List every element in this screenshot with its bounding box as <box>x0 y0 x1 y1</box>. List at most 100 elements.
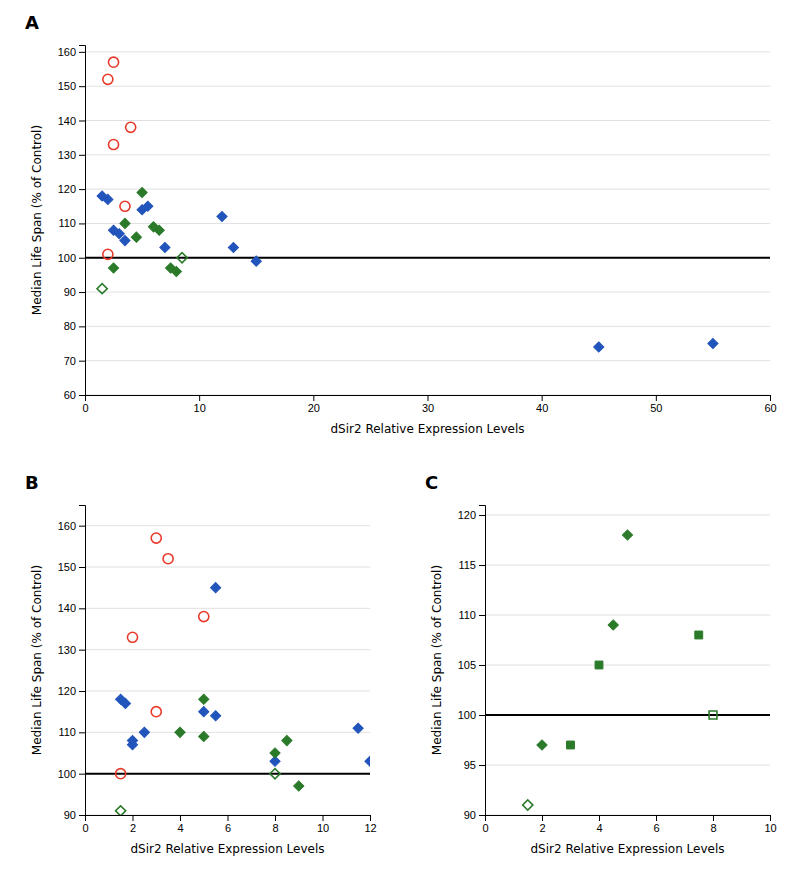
tick: 10 <box>764 815 776 834</box>
tick-label: 105 <box>458 659 476 671</box>
series <box>97 253 187 294</box>
x-axis-title: dSir2 Relative Expression Levels <box>530 842 724 856</box>
tick-label: 60 <box>64 389 76 401</box>
tick-mark <box>79 120 85 121</box>
tick-label: 0 <box>82 822 88 834</box>
tick: 0 <box>482 815 488 834</box>
y-axis-title: Median Life Span (% of Control) <box>30 125 44 315</box>
point <box>108 57 118 67</box>
tick-mark <box>133 815 134 821</box>
tick: 8 <box>710 815 716 834</box>
tick-label: 110 <box>58 217 76 229</box>
grid-line <box>485 715 770 716</box>
tick-mark <box>79 608 85 609</box>
axis-line <box>79 506 86 816</box>
tick-label: 120 <box>58 183 76 195</box>
tick: 60 <box>64 389 85 401</box>
tick-mark <box>479 765 485 766</box>
tick-mark <box>79 326 85 327</box>
plot-area <box>85 533 370 815</box>
tick-mark <box>79 650 85 651</box>
tick-label: 150 <box>58 561 76 573</box>
tick-mark <box>79 223 85 224</box>
tick: 105 <box>458 659 485 671</box>
tick-label: 0 <box>482 822 488 834</box>
point <box>137 187 147 197</box>
panel: 02468109095100105110115120dSir2 Relative… <box>425 472 777 856</box>
tick: 4 <box>177 815 183 834</box>
y-axis: 9095100105110115120 <box>458 506 486 822</box>
tick: 95 <box>464 759 485 771</box>
tick-label: 130 <box>58 149 76 161</box>
tick-mark <box>199 395 200 401</box>
grid-line <box>85 326 770 327</box>
point <box>163 554 173 564</box>
point <box>103 74 113 84</box>
point <box>120 698 130 708</box>
tick-label: 120 <box>458 509 476 521</box>
tick: 20 <box>308 395 320 414</box>
tick: 115 <box>458 559 485 571</box>
point <box>270 748 280 758</box>
point <box>131 232 141 242</box>
tick: 120 <box>458 509 485 521</box>
tick: 140 <box>58 115 85 127</box>
y-axis: 90100110120130140150160 <box>58 506 86 822</box>
point <box>211 711 221 721</box>
series <box>709 711 717 719</box>
tick-mark <box>770 815 771 821</box>
point <box>537 740 547 750</box>
point <box>116 806 126 815</box>
tick-label: 140 <box>58 602 76 614</box>
tick-label: 100 <box>58 252 76 264</box>
tick-label: 110 <box>58 726 76 738</box>
tick-mark <box>79 86 85 87</box>
tick: 80 <box>64 320 85 332</box>
tick-mark <box>770 395 771 401</box>
grid-line <box>85 360 770 361</box>
tick-label: 10 <box>317 822 329 834</box>
tick: 60 <box>764 395 776 414</box>
tick: 12 <box>364 815 376 834</box>
tick: 160 <box>58 520 85 532</box>
tick-label: 8 <box>272 822 278 834</box>
tick-label: 95 <box>464 759 476 771</box>
x-axis-title: dSir2 Relative Expression Levels <box>330 422 524 436</box>
tick-label: 10 <box>764 822 776 834</box>
point <box>116 769 126 779</box>
point <box>270 769 280 779</box>
point <box>108 139 118 149</box>
tick-mark <box>479 665 485 666</box>
grid-line <box>485 565 770 566</box>
point <box>175 727 185 737</box>
point <box>608 620 618 630</box>
point <box>695 631 703 639</box>
tick: 110 <box>458 609 485 621</box>
x-axis: 0246810 <box>482 815 776 834</box>
tick: 30 <box>422 395 434 414</box>
tick-mark <box>79 258 85 259</box>
point <box>523 800 533 810</box>
tick-label: 0 <box>82 402 88 414</box>
point <box>120 218 130 228</box>
tick: 120 <box>58 183 85 195</box>
tick-label: 4 <box>596 822 602 834</box>
tick: 2 <box>130 815 136 834</box>
point <box>622 530 632 540</box>
grid-line <box>485 765 770 766</box>
tick-label: 100 <box>58 768 76 780</box>
y-axis-title: Median Life Span (% of Control) <box>30 565 44 755</box>
point <box>211 583 221 593</box>
tick: 110 <box>58 726 85 738</box>
x-axis-title: dSir2 Relative Expression Levels <box>130 842 324 856</box>
point <box>171 266 181 276</box>
point <box>365 756 370 766</box>
tick-label: 150 <box>58 80 76 92</box>
tick-mark <box>79 691 85 692</box>
tick-mark <box>428 395 429 401</box>
grid <box>85 52 770 395</box>
series <box>116 769 281 815</box>
axis-line <box>486 816 771 822</box>
tick-mark <box>79 189 85 190</box>
tick-label: 12 <box>364 822 376 834</box>
